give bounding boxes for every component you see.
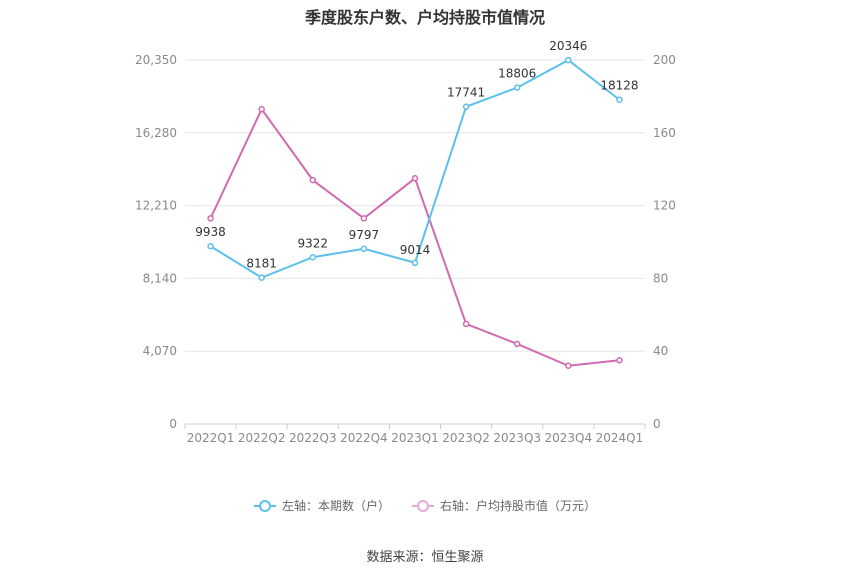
data-point-1: [565, 362, 572, 370]
data-label: 9014: [400, 243, 431, 257]
legend-swatch-avg-holding: [412, 499, 434, 512]
series-layer: [207, 56, 623, 370]
legend-swatch-households: [253, 499, 276, 512]
data-point-0: [565, 56, 572, 64]
data-point-1: [360, 215, 368, 222]
data-point-1: [411, 175, 419, 182]
legend-label-households: 左轴：本期数（户）: [281, 499, 390, 513]
left-tick-label: 0: [169, 417, 177, 431]
left-tick-label: 4,070: [143, 344, 177, 358]
legend-item-avg-holding[interactable]: 右轴：户均持股市值（万元）: [412, 497, 596, 514]
legend: 左轴：本期数（户） 右轴：户均持股市值（万元）: [0, 497, 850, 514]
grid-lines: [185, 59, 645, 425]
series-line-1: [209, 107, 620, 367]
right-tick-label: 200: [653, 53, 676, 67]
legend-label-avg-holding: 右轴：户均持股市值（万元）: [440, 499, 597, 513]
left-tick-label: 16,280: [135, 126, 177, 140]
data-point-1: [462, 320, 470, 328]
data-point-0: [360, 245, 368, 253]
x-axis-ticks: 2022Q1 2022Q2 2022Q3 2022Q4 2023Q1 2023Q2 2023…: [184, 424, 646, 445]
data-point-0: [411, 259, 419, 267]
right-tick-label: 160: [653, 126, 676, 140]
right-tick-label: 80: [653, 271, 668, 285]
data-point-1: [258, 105, 265, 113]
x-tick-label: 2022Q2: [238, 431, 286, 445]
data-point-0: [513, 84, 521, 91]
chart-title: 季度股东户数、户均持股市值情况: [304, 8, 545, 27]
data-point-1: [616, 357, 623, 364]
x-tick-label: 2022Q1: [187, 431, 235, 445]
x-tick-label: 2022Q3: [289, 431, 337, 445]
legend-item-households[interactable]: 左轴：本期数（户）: [253, 497, 390, 514]
x-tick-label: 2024Q1: [596, 431, 644, 445]
data-label: 18806: [498, 67, 536, 81]
data-label: 20346: [549, 39, 587, 53]
data-source: 数据来源：恒生聚源: [366, 550, 484, 565]
left-tick-label: 20,350: [135, 53, 177, 67]
data-label: 17741: [447, 86, 485, 100]
x-tick-label: 2023Q2: [442, 431, 490, 445]
data-label: 9938: [195, 225, 226, 239]
data-label: 8181: [246, 257, 277, 271]
x-tick-label: 2023Q3: [493, 431, 541, 445]
data-point-0: [207, 242, 214, 250]
data-point-0: [309, 254, 317, 261]
right-tick-label: 0: [653, 417, 661, 431]
left-tick-label: 12,210: [135, 199, 177, 213]
x-tick-label: 2022Q4: [340, 431, 388, 445]
data-point-0: [258, 274, 265, 281]
data-point-1: [309, 176, 317, 184]
data-label: 9322: [298, 236, 329, 250]
data-point-0: [616, 96, 623, 103]
data-labels: 9938 8181 9322 9797 9014 17741 18806 20346 18128: [195, 39, 638, 271]
x-tick-label: 2023Q1: [391, 431, 439, 445]
data-point-1: [513, 340, 521, 348]
data-point-1: [207, 215, 214, 222]
x-tick-label: 2023Q4: [545, 431, 593, 445]
right-tick-label: 120: [653, 199, 676, 213]
data-label: 18128: [600, 79, 638, 93]
data-point-0: [462, 103, 470, 110]
data-label: 9797: [349, 228, 380, 242]
left-tick-label: 8,140: [143, 271, 177, 285]
left-axis-ticks: 0 4,070 8,140 12,210 16,280 20,350: [135, 53, 177, 431]
right-tick-label: 40: [653, 344, 668, 358]
right-axis-ticks: 0 40 80 120 160 200: [653, 53, 676, 431]
chart-canvas: 0 4,070 8,140 12,210 16,280 20,350 0 40 80 120 16…: [135, 39, 676, 445]
